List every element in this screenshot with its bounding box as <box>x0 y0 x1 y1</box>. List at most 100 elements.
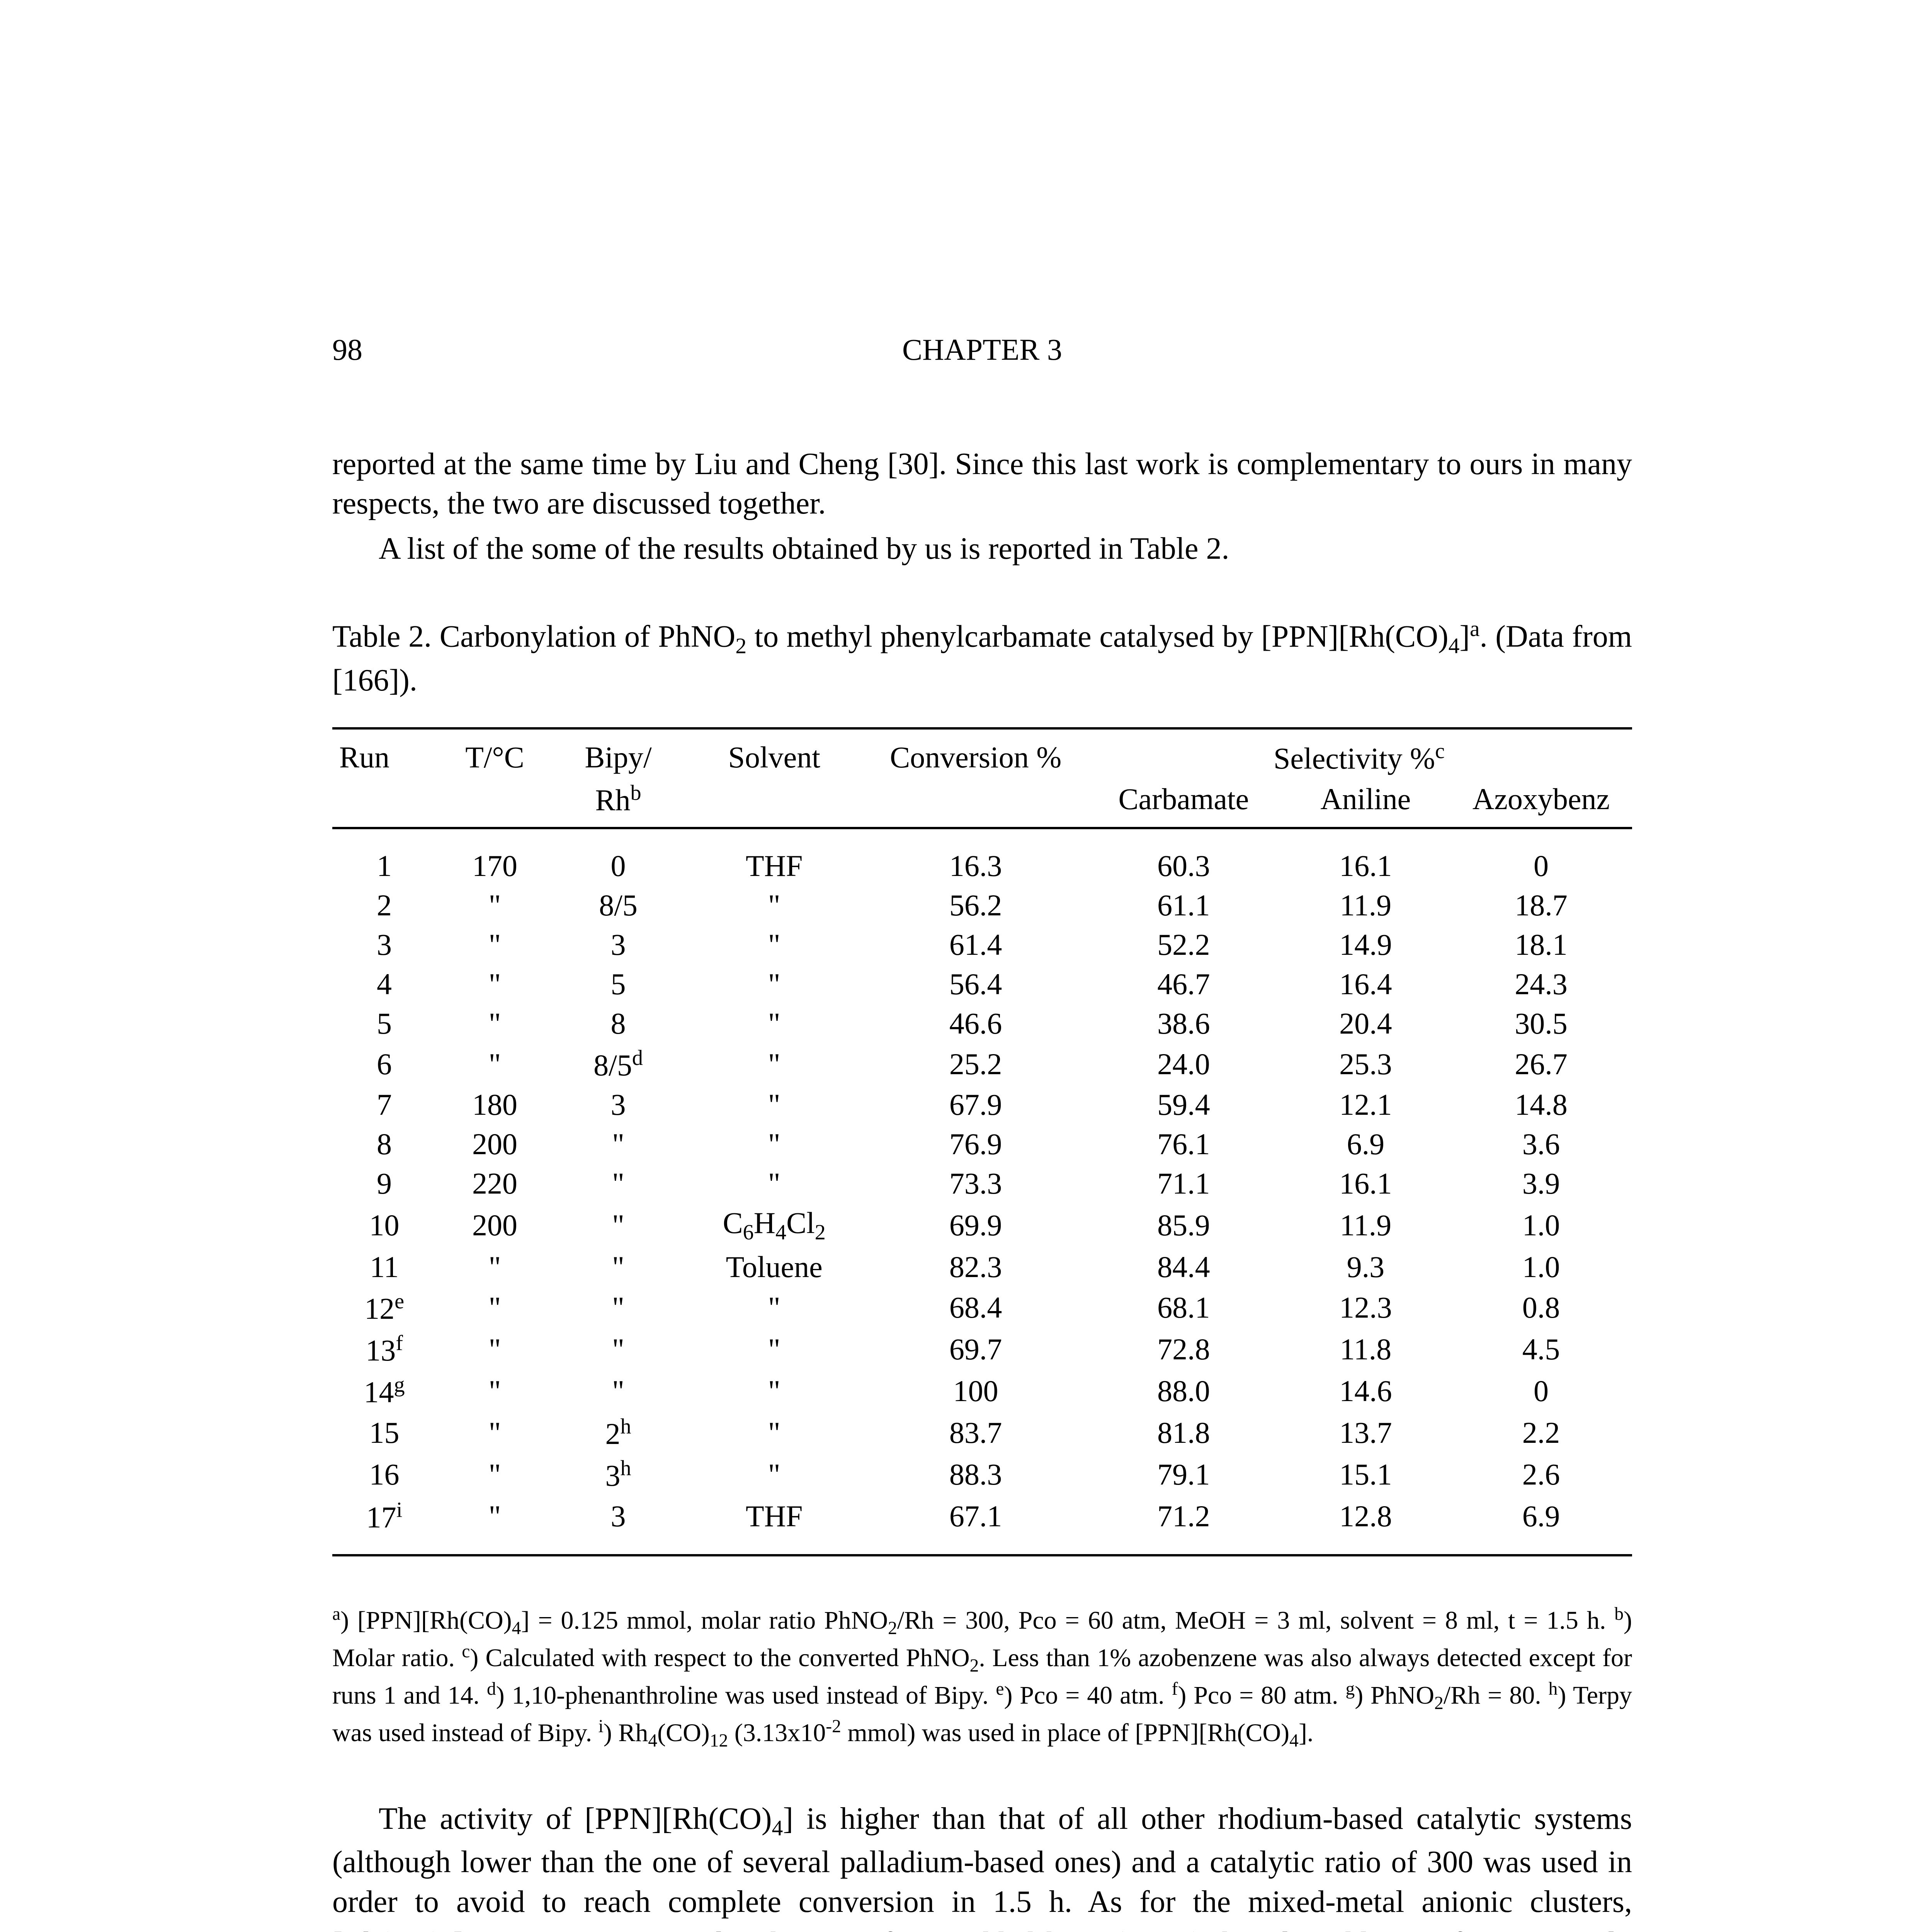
cell-run: 1 <box>332 828 436 886</box>
fn-sup-i: i <box>599 1716 604 1736</box>
cell-aniline: 9.3 <box>1281 1247 1450 1287</box>
cell-bipy: 8/5d <box>553 1043 683 1085</box>
fn-sub-7: 4 <box>1289 1731 1299 1751</box>
cell-carbamate: 68.1 <box>1086 1287 1281 1328</box>
cell-azoxybenz: 2.2 <box>1450 1412 1632 1454</box>
cell-aniline: 12.3 <box>1281 1287 1450 1328</box>
solv-sub: 2 <box>815 1221 826 1245</box>
cell-temp: " <box>436 925 553 964</box>
fn-sup-d: d <box>487 1679 496 1699</box>
cell-solvent: " <box>683 1454 865 1495</box>
footnotes: a) [PPN][Rh(CO)4] = 0.125 mmol, molar ra… <box>332 1603 1632 1753</box>
paragraph-2: A list of the some of the results obtain… <box>332 529 1632 568</box>
paragraph-1: reported at the same time by Liu and Che… <box>332 444 1632 524</box>
cell-temp: 220 <box>436 1164 553 1203</box>
cell-conversion: 69.9 <box>865 1203 1086 1247</box>
cell-azoxybenz: 0 <box>1450 828 1632 886</box>
th-solvent: Solvent <box>683 728 865 778</box>
cell-aniline: 16.1 <box>1281 1164 1450 1203</box>
fn-e1: ) Pco = 40 atm. <box>1004 1681 1172 1709</box>
th-empty-2 <box>436 778 553 828</box>
cell-run: 14g <box>332 1370 436 1412</box>
cell-temp: " <box>436 1043 553 1085</box>
cell-carbamate: 71.1 <box>1086 1164 1281 1203</box>
cell-carbamate: 81.8 <box>1086 1412 1281 1454</box>
data-table: Run T/°C Bipy/ Solvent Conversion % Sele… <box>332 727 1632 1556</box>
cell-solvent: THF <box>683 1495 865 1555</box>
fn-sub-4: 2 <box>1434 1693 1444 1713</box>
cell-solvent: " <box>683 1004 865 1043</box>
cell-azoxybenz: 0 <box>1450 1370 1632 1412</box>
cell-bipy: " <box>553 1328 683 1370</box>
cell-conversion: 100 <box>865 1370 1086 1412</box>
cell-run: 6 <box>332 1043 436 1085</box>
cell-azoxybenz: 1.0 <box>1450 1247 1632 1287</box>
cell-temp: " <box>436 1247 553 1287</box>
table-row: 11""Toluene82.384.49.31.0 <box>332 1247 1632 1287</box>
cell-carbamate: 71.2 <box>1086 1495 1281 1555</box>
p3-sup-1: - <box>464 1923 471 1932</box>
cell-aniline: 11.8 <box>1281 1328 1450 1370</box>
cell-bipy: 3 <box>553 1495 683 1555</box>
th-selectivity-sup: c <box>1435 739 1445 763</box>
fn-sub-5: 4 <box>648 1731 657 1751</box>
cell-bipy: 8 <box>553 1004 683 1043</box>
cell-azoxybenz: 24.3 <box>1450 964 1632 1004</box>
cell-conversion: 61.4 <box>865 925 1086 964</box>
cell-solvent: " <box>683 1328 865 1370</box>
cell-run: 7 <box>332 1085 436 1124</box>
fn-a2: ] = 0.125 mmol, molar ratio PhNO <box>521 1606 888 1634</box>
fn-f1: ) Pco = 80 atm. <box>1178 1681 1345 1709</box>
table-row: 4"5"56.446.716.424.3 <box>332 964 1632 1004</box>
cell-run: 8 <box>332 1124 436 1164</box>
p3-sub-1: 4 <box>772 1816 783 1840</box>
fn-sup-f: f <box>1172 1679 1178 1699</box>
fn-sup-m2: -2 <box>826 1716 841 1736</box>
fn-i1: ) Rh <box>604 1719 648 1747</box>
fn-d1: ) 1,10-phenanthroline was used instead o… <box>496 1681 996 1709</box>
cell-conversion: 67.9 <box>865 1085 1086 1124</box>
cell-conversion: 16.3 <box>865 828 1086 886</box>
cell-run: 4 <box>332 964 436 1004</box>
cell-aniline: 15.1 <box>1281 1454 1450 1495</box>
cell-azoxybenz: 3.9 <box>1450 1164 1632 1203</box>
solv-sub: 6 <box>743 1221 754 1245</box>
cell-run: 15 <box>332 1412 436 1454</box>
cell-carbamate: 76.1 <box>1086 1124 1281 1164</box>
table-row: 3"3"61.452.214.918.1 <box>332 925 1632 964</box>
run-sup: i <box>396 1498 403 1522</box>
table-row: 11700THF16.360.316.10 <box>332 828 1632 886</box>
run-sup: f <box>396 1331 403 1355</box>
run-sup: e <box>394 1289 404 1313</box>
cell-temp: 170 <box>436 828 553 886</box>
cell-azoxybenz: 30.5 <box>1450 1004 1632 1043</box>
cell-solvent: Toluene <box>683 1247 865 1287</box>
th-bipy-bot-text: Rh <box>595 783 631 817</box>
th-empty-1 <box>332 778 436 828</box>
fn-sup-c: c <box>462 1641 470 1662</box>
cell-solvent: " <box>683 1164 865 1203</box>
cell-temp: 180 <box>436 1085 553 1124</box>
fn-i4: mmol) was used in place of [PPN][Rh(CO) <box>841 1719 1289 1747</box>
page: 98 CHAPTER 3 98 reported at the same tim… <box>0 0 1918 1932</box>
cell-azoxybenz: 18.7 <box>1450 886 1632 925</box>
caption-sub-1: 2 <box>735 634 746 658</box>
cell-temp: " <box>436 1412 553 1454</box>
cell-solvent: C6H4Cl2 <box>683 1203 865 1247</box>
cell-conversion: 69.7 <box>865 1328 1086 1370</box>
table-row: 12e"""68.468.112.30.8 <box>332 1287 1632 1328</box>
th-temp: T/°C <box>436 728 553 778</box>
cell-carbamate: 52.2 <box>1086 925 1281 964</box>
cell-aniline: 16.4 <box>1281 964 1450 1004</box>
cell-aniline: 20.4 <box>1281 1004 1450 1043</box>
fn-sub-3: 2 <box>970 1656 979 1676</box>
cell-aniline: 13.7 <box>1281 1412 1450 1454</box>
cell-temp: " <box>436 1495 553 1555</box>
p3-a: The activity of [PPN][Rh(CO) <box>379 1802 772 1836</box>
bipy-sup: h <box>621 1415 631 1439</box>
cell-carbamate: 84.4 <box>1086 1247 1281 1287</box>
cell-run: 17i <box>332 1495 436 1555</box>
cell-temp: " <box>436 1454 553 1495</box>
table-row: 14g"""10088.014.60 <box>332 1370 1632 1412</box>
th-run: Run <box>332 728 436 778</box>
